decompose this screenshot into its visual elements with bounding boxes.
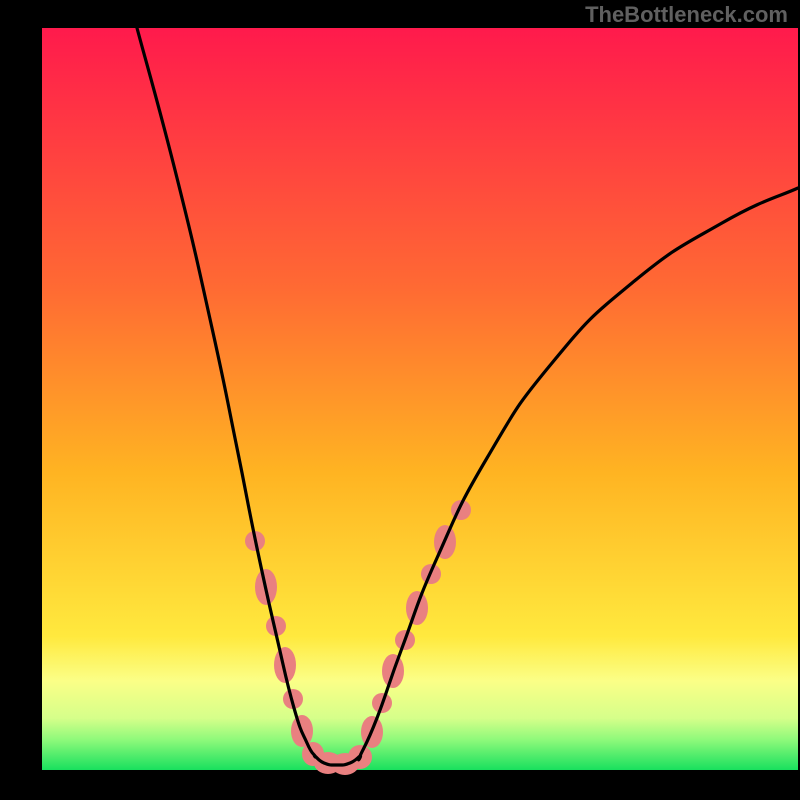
watermark-text: TheBottleneck.com [585, 2, 788, 28]
markers-group [245, 500, 471, 775]
curve-layer [0, 0, 800, 800]
chart-frame: TheBottleneck.com [0, 0, 800, 800]
v-curve-path [137, 28, 798, 765]
